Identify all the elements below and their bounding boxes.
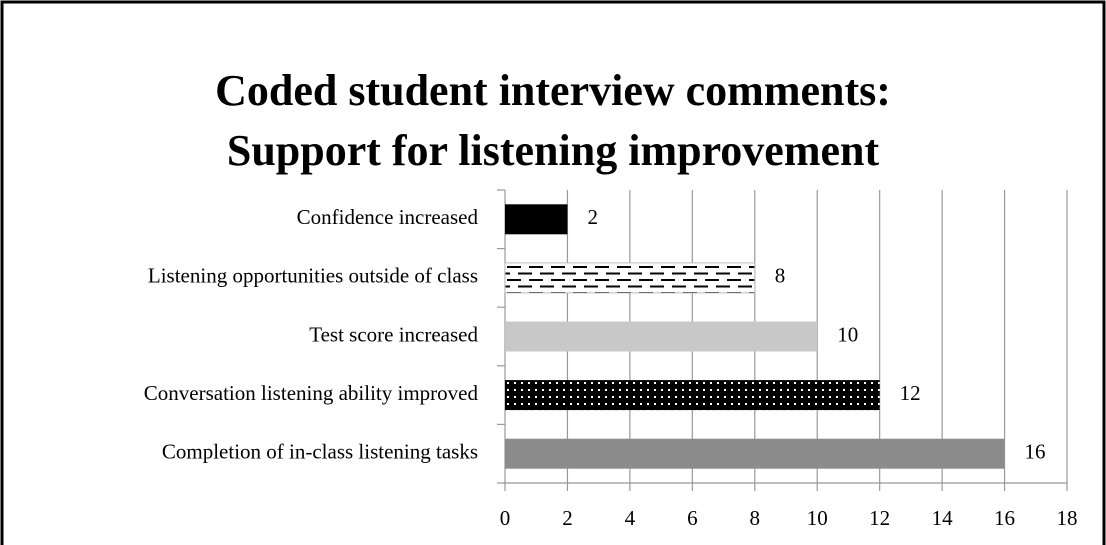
- y-tick-label: Listening opportunities outside of class: [148, 264, 478, 288]
- x-tick-label: 6: [687, 506, 698, 530]
- y-tick-label: Conversation listening ability improved: [144, 381, 479, 405]
- chart-title: Coded student interview comments:: [215, 66, 891, 115]
- value-label: 16: [1025, 440, 1046, 464]
- bar: [504, 262, 756, 294]
- y-tick-label: Completion of in-class listening tasks: [162, 440, 478, 464]
- x-tick-label: 12: [869, 506, 890, 530]
- value-label: 8: [775, 264, 786, 288]
- y-tick-label: Test score increased: [309, 322, 478, 346]
- x-tick-label: 0: [500, 506, 511, 530]
- x-tick-label: 8: [750, 506, 761, 530]
- x-tick-label: 18: [1057, 506, 1078, 530]
- bar: [505, 438, 1005, 469]
- x-tick-label: 4: [625, 506, 636, 530]
- x-tick-label: 14: [932, 506, 954, 530]
- x-tick-label: 10: [807, 506, 828, 530]
- chart-title: Support for listening improvement: [227, 126, 880, 175]
- bar: [505, 380, 880, 411]
- y-tick-label: Confidence increased: [297, 205, 479, 229]
- bar: [505, 321, 818, 352]
- x-tick-label: 2: [562, 506, 573, 530]
- bar: [505, 204, 568, 235]
- value-label: 10: [837, 322, 858, 346]
- x-tick-label: 16: [994, 506, 1015, 530]
- value-label: 12: [900, 381, 921, 405]
- value-label: 2: [587, 205, 598, 229]
